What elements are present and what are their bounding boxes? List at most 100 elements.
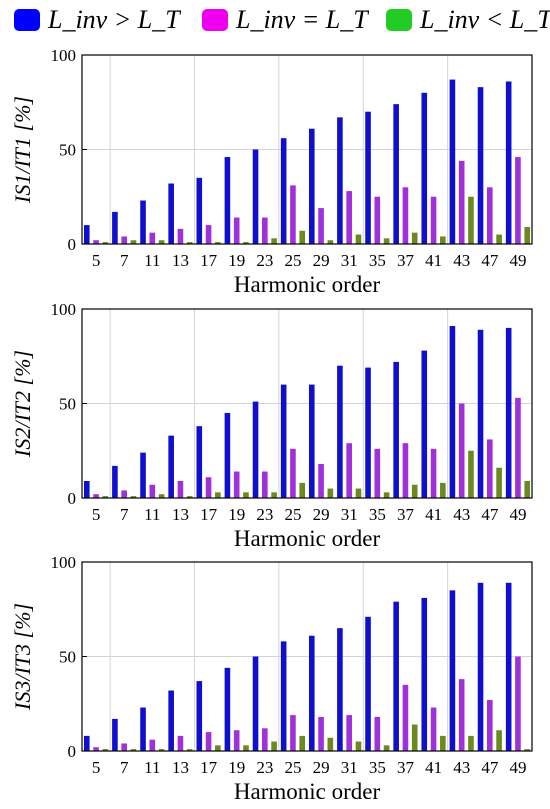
bar (205, 477, 212, 498)
bar (271, 238, 277, 244)
bar (318, 463, 324, 498)
bar (158, 494, 165, 498)
x-tick-label: 35 (369, 758, 386, 777)
bar (130, 749, 137, 751)
y-axis-label: IS2/IT2 [%] (10, 350, 35, 458)
x-tick-label: 31 (341, 505, 358, 524)
bar (112, 211, 118, 244)
bar (449, 590, 456, 751)
x-tick-label: 25 (284, 505, 301, 524)
bar (440, 236, 446, 244)
bar (121, 236, 127, 244)
x-tick-label: 47 (481, 251, 499, 270)
bar (346, 191, 352, 244)
bar (524, 480, 531, 498)
x-axis-label: Harmonic order (234, 526, 381, 551)
bar (271, 741, 277, 751)
bar (327, 737, 334, 751)
x-tick-label: 49 (509, 505, 526, 524)
bar (421, 350, 428, 498)
bar (393, 601, 399, 751)
bar (411, 232, 418, 244)
bar (393, 104, 399, 244)
legend-label: L_inv < L_T (420, 5, 550, 34)
bar (487, 439, 493, 498)
bar (112, 718, 118, 751)
bar (252, 149, 259, 244)
bar (365, 616, 371, 751)
bar (496, 234, 502, 244)
bar (430, 196, 437, 244)
legend-swatch (386, 9, 412, 31)
chart-panel-2: 0 50 100 5 7 11 13 17 19 23 25 29 31 35 37 41 43 47 49 Harm… (10, 300, 533, 551)
bar (205, 732, 212, 751)
bar (505, 582, 512, 751)
bar (215, 492, 221, 498)
y-tick-label: 0 (68, 489, 77, 508)
legend-swatch (14, 9, 40, 31)
x-tick-label: 41 (425, 505, 442, 524)
bar (83, 480, 90, 498)
x-tick-label: 19 (228, 251, 245, 270)
x-tick-label: 43 (453, 251, 470, 270)
y-tick-label: 50 (59, 648, 76, 667)
legend-item-high-inductance: L_inv > L_T (14, 5, 180, 34)
x-tick-label: 43 (453, 505, 470, 524)
x-tick-label: 31 (341, 251, 358, 270)
bar (337, 628, 343, 751)
bar (421, 92, 428, 244)
bar (83, 225, 90, 244)
bar (290, 715, 296, 751)
x-tick-label: 41 (425, 758, 442, 777)
bar (318, 208, 324, 244)
bar (140, 200, 146, 244)
bar (430, 707, 437, 751)
bar (299, 230, 306, 244)
bar (468, 450, 474, 498)
bar (224, 667, 231, 751)
bar (93, 240, 99, 244)
bar (346, 443, 352, 498)
legend-label: L_inv = L_T (236, 5, 368, 34)
bar (290, 448, 296, 498)
bar (102, 242, 109, 244)
bar (252, 656, 259, 751)
bar (262, 471, 268, 498)
bar (505, 81, 512, 245)
x-tick-label: 17 (200, 758, 218, 777)
x-tick-label: 35 (369, 251, 386, 270)
legend-item-low-inductance: L_inv < L_T (386, 5, 550, 34)
bar (458, 679, 465, 751)
bar (140, 707, 146, 751)
bar (224, 157, 231, 244)
bar (524, 226, 531, 244)
bar (308, 635, 315, 751)
bar (149, 484, 156, 498)
chart-panel-3: 0 50 100 5 7 11 13 17 19 23 25 29 31 35 37 41 43 47 49 Harm… (10, 553, 533, 804)
bar (440, 735, 446, 751)
bar (383, 238, 390, 244)
bar (121, 490, 127, 498)
bar (205, 225, 212, 244)
x-tick-label: 49 (509, 758, 526, 777)
bar (83, 735, 90, 751)
bar (168, 690, 174, 751)
bar (402, 443, 409, 498)
bar (233, 471, 240, 498)
bar (505, 327, 512, 498)
x-tick-label: 5 (92, 758, 101, 777)
bar (224, 412, 231, 498)
bar (402, 684, 409, 751)
bar (177, 735, 184, 751)
legend-swatch (202, 9, 228, 31)
x-tick-label: 23 (256, 758, 273, 777)
bar (477, 582, 484, 751)
y-tick-label: 50 (59, 141, 76, 160)
x-tick-label: 11 (144, 251, 160, 270)
bar (449, 326, 456, 498)
x-tick-label: 37 (397, 505, 415, 524)
x-tick-label: 17 (200, 505, 218, 524)
x-tick-label: 47 (481, 505, 499, 524)
x-tick-label: 7 (120, 251, 129, 270)
bar (393, 361, 399, 498)
